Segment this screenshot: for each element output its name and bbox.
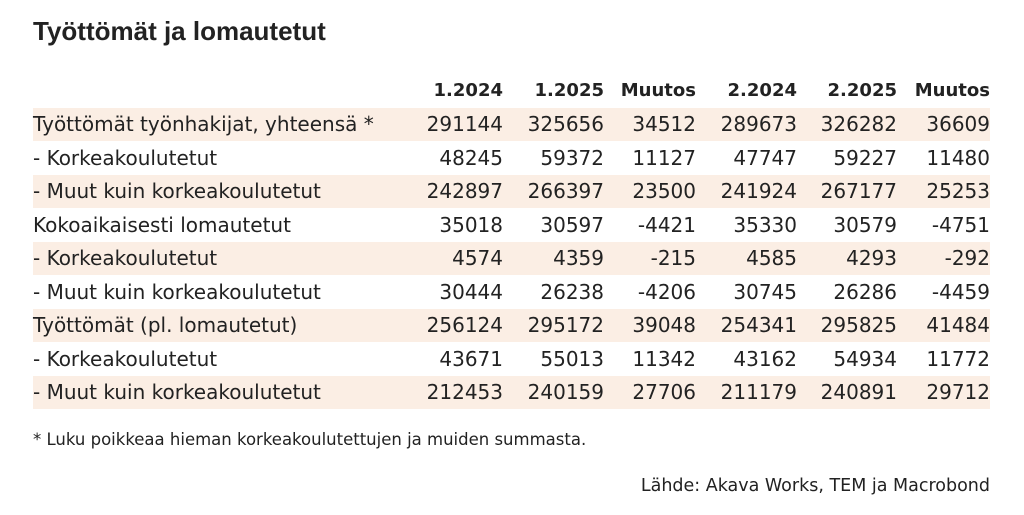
cell: 35330 xyxy=(733,212,797,237)
cell: 4585 xyxy=(746,246,797,270)
column-header: 1.2024 xyxy=(433,80,503,101)
cell: 240159 xyxy=(527,380,604,404)
cell: 30745 xyxy=(733,279,797,304)
column-header: Muutos xyxy=(914,80,990,101)
column-header: 2.2025 xyxy=(827,80,897,101)
cell: 256124 xyxy=(426,313,503,337)
cell: 43671 xyxy=(439,346,503,371)
row-label: Kokoaikaisesti lomautetut xyxy=(33,212,291,237)
cell: -4421 xyxy=(637,212,696,237)
cell: 30444 xyxy=(439,279,503,304)
cell: 59227 xyxy=(833,145,897,170)
cell: 41484 xyxy=(926,313,990,337)
column-header: 2.2024 xyxy=(727,80,797,101)
cell: 266397 xyxy=(527,179,604,203)
row-background xyxy=(33,376,990,409)
column-header: Muutos xyxy=(620,80,696,101)
cell: 34512 xyxy=(632,112,696,136)
cell: 35018 xyxy=(439,212,503,237)
column-header: 1.2025 xyxy=(534,80,604,101)
cell: -292 xyxy=(944,246,990,270)
cell: 23500 xyxy=(632,179,696,203)
row-label: - Korkeakoulutetut xyxy=(33,246,218,270)
cell: 212453 xyxy=(426,380,503,404)
cell: 25253 xyxy=(926,179,990,203)
cell: 11342 xyxy=(632,346,696,371)
footnote: * Luku poikkeaa hieman korkeakoulutettuj… xyxy=(33,430,587,449)
cell: 11772 xyxy=(926,346,990,371)
cell: 295825 xyxy=(820,313,897,337)
cell: -4206 xyxy=(637,279,696,304)
cell: 27706 xyxy=(632,380,696,404)
cell: -4751 xyxy=(931,212,990,237)
cell: 29712 xyxy=(926,380,990,404)
cell: 59372 xyxy=(540,145,604,170)
cell: 55013 xyxy=(540,346,604,371)
row-background xyxy=(33,242,990,275)
cell: -215 xyxy=(650,246,696,270)
cell: 11127 xyxy=(632,145,696,170)
cell: 4574 xyxy=(452,246,503,270)
cell: 326282 xyxy=(820,112,897,136)
title: Työttömät ja lomautetut xyxy=(33,16,326,46)
row-label: - Muut kuin korkeakoulutetut xyxy=(33,380,321,404)
cell: 291144 xyxy=(426,112,503,136)
cell: 241924 xyxy=(720,179,797,203)
cell: 325656 xyxy=(527,112,604,136)
source: Lähde: Akava Works, TEM ja Macrobond xyxy=(640,476,990,496)
cell: 47747 xyxy=(733,145,797,170)
row-background xyxy=(33,309,990,342)
row-background xyxy=(33,175,990,208)
cell: 48245 xyxy=(439,145,503,170)
cell: 30579 xyxy=(833,212,897,237)
cell: 4293 xyxy=(846,246,897,270)
cell: 54934 xyxy=(833,346,897,371)
cell: 11480 xyxy=(926,145,990,170)
cell: 254341 xyxy=(720,313,797,337)
cell: 211179 xyxy=(720,380,797,404)
row-label: - Korkeakoulutetut xyxy=(33,346,218,371)
row-background xyxy=(33,108,990,141)
cell: 242897 xyxy=(426,179,503,203)
cell: 240891 xyxy=(820,380,897,404)
row-label: - Muut kuin korkeakoulutetut xyxy=(33,279,321,304)
cell: 26286 xyxy=(833,279,897,304)
cell: 39048 xyxy=(632,313,696,337)
cell: 295172 xyxy=(527,313,604,337)
cell: 26238 xyxy=(540,279,604,304)
cell: 30597 xyxy=(540,212,604,237)
row-label: Työttömät työnhakijat, yhteensä * xyxy=(33,112,374,136)
row-label: - Muut kuin korkeakoulutetut xyxy=(33,179,321,203)
cell: 43162 xyxy=(733,346,797,371)
cell: -4459 xyxy=(931,279,990,304)
cell: 4359 xyxy=(553,246,604,270)
cell: 289673 xyxy=(720,112,797,136)
row-label: Työttömät (pl. lomautetut) xyxy=(33,313,298,337)
cell: 267177 xyxy=(820,179,897,203)
row-label: - Korkeakoulutetut xyxy=(33,145,218,170)
cell: 36609 xyxy=(926,112,990,136)
